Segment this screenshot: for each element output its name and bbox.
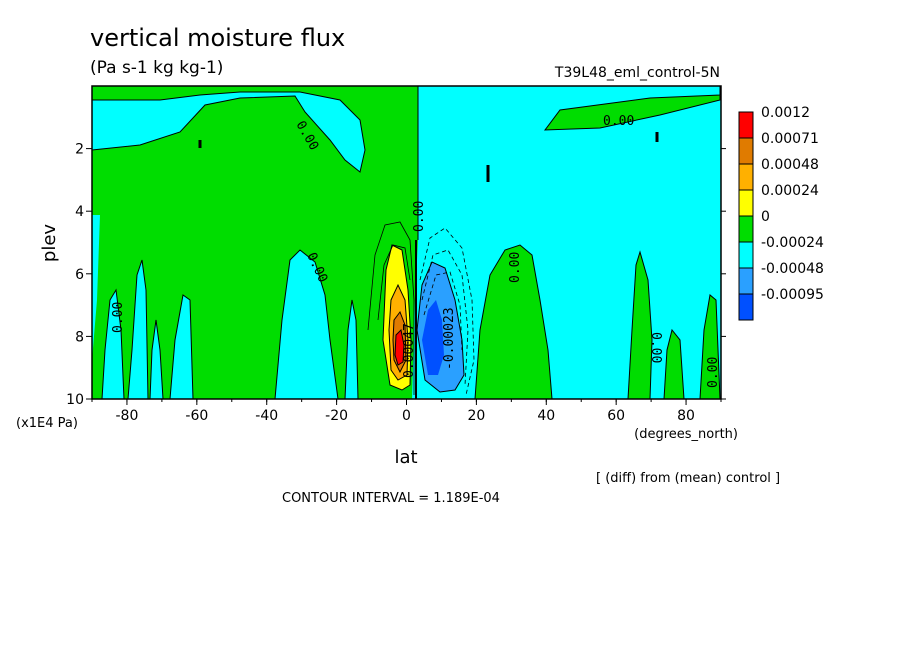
contour-field: 0.00 0.00 0.00 0.00 0.00 0.00 0.00 0.00 … <box>91 85 722 400</box>
colorbar-label: -0.00024 <box>761 235 824 251</box>
contour-label-neg: -0.00023 <box>442 307 457 370</box>
colorbar-swatch <box>738 241 754 269</box>
y-axis-title: plev <box>39 224 60 263</box>
tongue-right1 <box>474 244 553 399</box>
colorbar: 0.0012 0.00071 0.00048 0.00024 0 -0.00024 -0.0… <box>738 105 824 321</box>
x-tick-label: 80 <box>677 408 695 424</box>
y-tick-label: 10 <box>66 392 84 408</box>
chart-units: (Pa s-1 kg kg-1) <box>90 58 223 78</box>
neg-max-contour <box>422 300 444 375</box>
x-tick-label: -80 <box>116 408 139 424</box>
tongue-right4 <box>699 294 721 399</box>
x-tick-label: -40 <box>255 408 278 424</box>
colorbar-swatch <box>738 163 754 191</box>
region-pos-left <box>92 86 721 131</box>
x-tick-label: -20 <box>325 408 348 424</box>
contour-label-1: 0.00 <box>603 114 634 129</box>
tongue-right3 <box>663 328 685 399</box>
contour-label-7: 0.00 <box>648 332 663 363</box>
neg-outer-contour <box>419 227 475 396</box>
colorbar-label: 0.00048 <box>761 157 819 173</box>
contour-label-5: 0.00 <box>508 252 523 283</box>
region-pos-main <box>92 86 418 399</box>
colorbar-swatch <box>738 293 754 321</box>
colorbar-swatch <box>738 111 754 139</box>
contour-label-8: 0.00 <box>706 357 721 388</box>
colorbar-label: 0 <box>761 209 770 225</box>
contour-label-4: 0.00 <box>412 201 427 232</box>
chart-title: vertical moisture flux <box>90 24 345 52</box>
x-tick-label: -60 <box>185 408 208 424</box>
contour-interval: CONTOUR INTERVAL = 1.189E-04 <box>282 491 500 506</box>
run-label: T39L48_eml_control-5N <box>554 65 720 81</box>
diff-note: [ (diff) from (mean) control ] <box>596 471 780 486</box>
x-axis-units: (degrees_north) <box>634 427 738 442</box>
colorbar-swatch <box>738 267 754 295</box>
x-tick-label: 60 <box>607 408 625 424</box>
colorbar-swatch <box>738 137 754 165</box>
colorbar-swatch <box>738 215 754 243</box>
x-tick-label: 40 <box>537 408 555 424</box>
y-tick-label: 8 <box>75 329 84 345</box>
x-tick-label: 0 <box>402 408 411 424</box>
lobe-top-left <box>92 91 366 173</box>
tongue-right2 <box>627 250 653 399</box>
colorbar-swatch <box>738 189 754 217</box>
lobe-surface-left1 <box>101 288 125 399</box>
colorbar-label: -0.00095 <box>761 287 824 303</box>
colorbar-label: 0.0012 <box>761 105 810 121</box>
lobe-surface-left2 <box>127 259 149 399</box>
pos-inner-contour <box>377 244 411 321</box>
colorbar-label: 0.00071 <box>761 131 819 147</box>
colorbar-label: 0.00024 <box>761 183 819 199</box>
pos-max-contour <box>394 328 405 366</box>
contour-label-pos: 0.00047 <box>402 323 417 378</box>
y-tick-label: 4 <box>75 204 84 220</box>
y-tick-label: 6 <box>75 267 84 283</box>
neg-inner-contour-2 <box>423 271 463 351</box>
x-axis-title: lat <box>394 447 417 468</box>
lobe-surface-left3 <box>149 319 164 399</box>
colorbar-label: -0.00048 <box>761 261 824 277</box>
y-tick-label: 2 <box>75 142 84 158</box>
y-axis: 2 4 6 8 10 <box>66 142 726 408</box>
x-tick-label: 20 <box>467 408 485 424</box>
lobe-surface-mid <box>274 249 339 399</box>
contour-label-6: 0.00 <box>111 302 126 333</box>
lobe-surface-mid2 <box>344 299 359 399</box>
x-axis: -80 -60 -40 -20 0 20 40 60 80 <box>91 399 722 424</box>
pos-outer-contour <box>367 221 415 395</box>
neg-inner-contour <box>421 249 469 386</box>
y-axis-units: (x1E4 Pa) <box>16 416 78 431</box>
lobe-surface-left4 <box>169 294 194 399</box>
